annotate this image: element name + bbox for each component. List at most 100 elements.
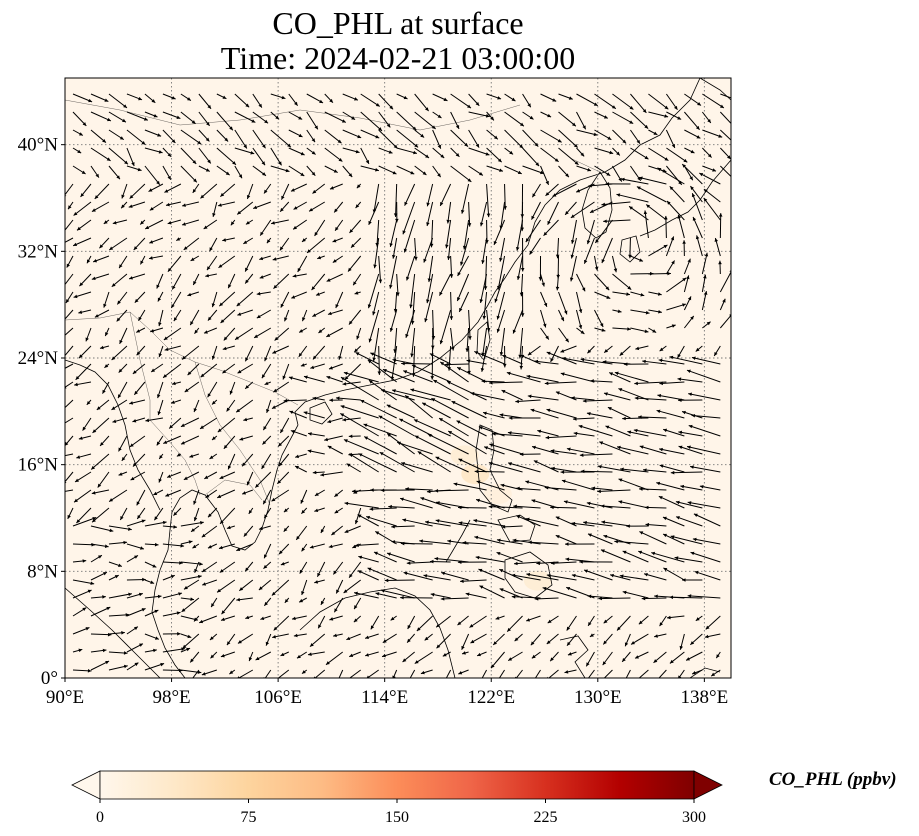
wind-arrow: [488, 462, 523, 473]
wind-arrow: [419, 540, 451, 545]
wind-arrowhead: [624, 642, 629, 647]
wind-arrow: [234, 111, 256, 123]
wind-arrowhead: [407, 625, 411, 629]
wind-arrowhead: [659, 464, 664, 468]
wind-arrowhead: [622, 590, 627, 595]
wind-arrow: [702, 93, 725, 109]
wind-arrow: [444, 363, 469, 366]
wind-arrowhead: [671, 144, 675, 148]
wind-arrowhead: [501, 390, 506, 394]
wind-arrowhead: [211, 400, 216, 405]
wind-arrow: [73, 201, 92, 216]
wind-arrow: [634, 381, 667, 385]
wind-arrowhead: [662, 516, 667, 521]
wind-arrowhead: [393, 213, 398, 217]
wind-arrowhead: [474, 535, 479, 540]
wind-arrow: [599, 441, 631, 455]
wind-arrowhead: [595, 239, 599, 243]
wind-arrowhead: [209, 247, 213, 252]
wind-arrowhead: [622, 682, 625, 686]
wind-arrow: [482, 411, 505, 419]
wind-arrow: [638, 176, 667, 185]
wind-arrowhead: [410, 320, 415, 325]
wind-arrowhead: [122, 118, 126, 123]
wind-arrow: [412, 345, 416, 377]
wind-arrow: [378, 129, 398, 149]
coastline-china: [294, 78, 701, 426]
wind-arrowhead: [437, 144, 442, 149]
wind-arrowhead: [336, 589, 340, 594]
wind-arrowhead: [86, 259, 91, 264]
wind-arrow: [639, 531, 667, 545]
wind-arrow: [375, 592, 397, 599]
wind-arrowhead: [696, 135, 701, 139]
wind-arrowhead: [116, 317, 121, 322]
wind-arrowhead: [704, 634, 709, 639]
wind-arrowhead: [230, 221, 235, 226]
wind-arrowhead: [600, 549, 605, 553]
wind-arrowhead: [678, 675, 682, 678]
wind-arrowhead: [439, 340, 444, 345]
wind-arrow: [236, 291, 254, 307]
wind-arrowhead: [387, 552, 391, 556]
wind-arrowhead: [564, 670, 569, 674]
wind-arrowhead: [682, 240, 686, 244]
wind-arrowhead: [691, 193, 696, 198]
wind-arrowhead: [236, 408, 241, 413]
wind-arrow: [417, 450, 451, 473]
wind-arrowhead: [180, 543, 185, 548]
wind-arrowhead: [260, 231, 264, 236]
wind-arrow: [368, 201, 380, 226]
wind-arrow: [492, 433, 523, 437]
wind-arrowhead: [367, 359, 372, 364]
colorbar-tick-label: 75: [241, 809, 257, 826]
wind-arrowhead: [408, 679, 411, 683]
y-tick-label: 32°N: [18, 241, 59, 262]
wind-arrow: [439, 273, 452, 296]
wind-arrowhead: [690, 551, 695, 556]
wind-arrowhead: [678, 398, 682, 403]
wind-arrowhead: [176, 611, 181, 615]
wind-arrow: [586, 502, 613, 509]
wind-arrowhead: [440, 154, 445, 158]
wind-arrowhead: [296, 654, 301, 659]
wind-arrowhead: [545, 435, 550, 440]
wind-arrowhead: [78, 436, 83, 440]
wind-arrow: [648, 147, 669, 161]
wind-arrow: [391, 345, 398, 381]
wind-arrowhead: [261, 161, 266, 166]
wind-arrowhead: [245, 279, 249, 284]
wind-arrow: [543, 219, 559, 237]
wind-arrowhead: [265, 641, 270, 646]
wind-arrow: [382, 368, 415, 383]
wind-arrow: [277, 669, 290, 678]
wind-arrow: [691, 193, 703, 221]
wind-arrowhead: [527, 394, 532, 399]
wind-arrowhead: [258, 103, 262, 108]
wind-arrowhead: [692, 216, 697, 221]
wind-arrow: [544, 486, 577, 491]
wind-arrow: [493, 219, 506, 246]
wind-arrowhead: [348, 267, 352, 272]
wind-arrow: [234, 129, 248, 149]
wind-arrowhead: [73, 242, 78, 246]
wind-arrowhead: [262, 144, 266, 149]
wind-arrow: [441, 572, 469, 581]
wind-arrow: [270, 129, 292, 148]
wind-arrow: [670, 535, 703, 545]
wind-arrowhead: [511, 573, 516, 578]
wind-arrowhead: [400, 595, 404, 600]
wind-arrowhead: [279, 246, 284, 251]
wind-arrow: [65, 309, 74, 320]
wind-arrowhead: [603, 640, 607, 645]
wind-arrow: [496, 539, 523, 545]
wind-arrow: [612, 273, 632, 290]
wind-arrowhead: [107, 632, 112, 637]
wind-arrowhead: [502, 363, 507, 368]
wind-arrow: [545, 435, 577, 439]
wind-arrowhead: [237, 210, 242, 215]
wind-arrowhead: [500, 483, 505, 488]
wind-arrow: [481, 237, 488, 264]
wind-arrow: [470, 392, 505, 401]
wind-arrowhead: [272, 634, 276, 639]
